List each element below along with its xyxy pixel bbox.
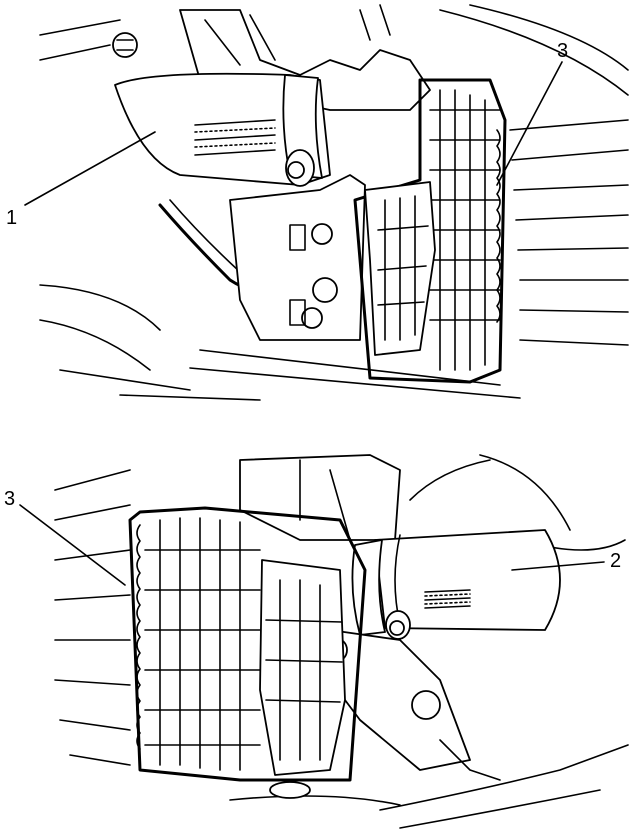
callout-1: 1	[6, 131, 156, 229]
callout-label-2: 2	[610, 550, 621, 572]
upper-structure-bottom	[239, 454, 401, 541]
bolt-top-left	[112, 32, 138, 58]
bottom-background-lines	[54, 454, 629, 829]
top-panel: 1 3	[6, 4, 629, 401]
callout-2: 2	[511, 550, 621, 572]
air-cleaner-box-bottom	[128, 506, 367, 782]
callout-label-3-bottom: 3	[4, 488, 15, 510]
center-bracket	[229, 174, 366, 341]
intake-duct	[114, 72, 331, 187]
callout-label-1: 1	[6, 207, 17, 229]
top-background-lines	[39, 4, 629, 401]
intake-duct-bottom	[351, 529, 561, 640]
callout-3-bottom: 3	[4, 488, 126, 586]
bottom-panel: 3 2	[4, 454, 629, 829]
callout-3-top: 3	[496, 40, 568, 186]
air-cleaner-box-top	[353, 78, 507, 384]
callout-label-3-top: 3	[557, 40, 568, 62]
